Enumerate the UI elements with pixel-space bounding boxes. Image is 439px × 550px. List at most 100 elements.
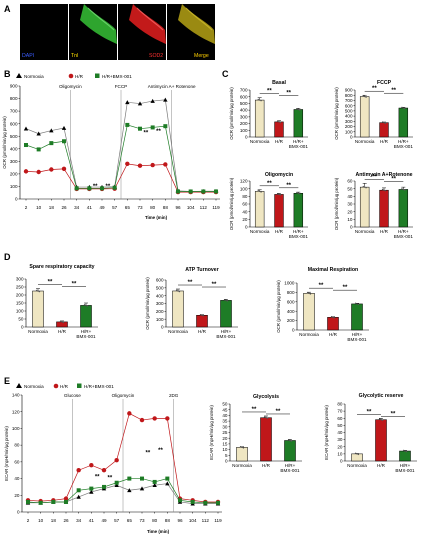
bar-2 <box>327 317 339 331</box>
bar-chart-d-atp: ATP Turnover 0 100 200 300 400 500 600 OCR (pmol… <box>145 267 238 339</box>
series-point <box>127 488 132 493</box>
series-point <box>61 166 67 172</box>
data-point <box>260 191 262 193</box>
y-tick-label: 40 <box>337 430 343 435</box>
y-tick-label: 20 <box>242 217 248 222</box>
legend-e-normoxia-marker <box>16 383 22 388</box>
significance-stars: ** <box>158 448 163 454</box>
y-tick-label: 900 <box>345 88 353 93</box>
y-tick-label: 30 <box>222 424 228 429</box>
y-tick-label: 60 <box>347 179 353 184</box>
x-tick-label: 41 <box>89 518 95 523</box>
panel-label-a: A <box>4 4 11 14</box>
bar-3 <box>351 303 363 331</box>
series-point <box>89 463 94 468</box>
significance-stars: ** <box>286 91 291 97</box>
data-point <box>309 293 312 295</box>
x-tick-label: Normoxia <box>168 329 188 334</box>
x-tick-label: 18 <box>49 205 55 210</box>
bar-2 <box>274 194 284 228</box>
data-point <box>330 316 333 318</box>
series-point <box>152 479 157 484</box>
significance-stars: ** <box>367 409 372 415</box>
x-tick-label: 65 <box>127 518 133 523</box>
series-point <box>114 457 119 463</box>
x-tick-label: H/R <box>380 229 389 234</box>
y-tick-label: 40 <box>347 194 353 199</box>
bar-3 <box>284 440 296 462</box>
data-point <box>83 304 86 306</box>
series-point <box>49 167 54 172</box>
data-point <box>333 317 336 319</box>
x-tick-label: BMX-001 <box>347 337 367 342</box>
data-point <box>260 99 262 102</box>
y-tick-label: 400 <box>156 293 164 298</box>
data-point <box>276 120 279 122</box>
injection-label: FCCP <box>115 84 128 89</box>
chart-title: Oligomycin <box>265 172 293 178</box>
y-tick-label: 600 <box>287 299 295 304</box>
y-tick-label: 250 <box>16 285 24 290</box>
data-point <box>363 186 366 188</box>
data-point <box>177 290 179 292</box>
y-axis-label: OCR (pmol/min/µg protein) <box>229 87 234 140</box>
series-point <box>201 189 206 194</box>
y-axis-label: OCR (pmol/min/µg protein) <box>276 280 281 333</box>
line-chart-e: 0 20 40 60 80 100 120 140 ECAR (mpH/min/µg prote… <box>4 393 222 534</box>
series-point <box>139 417 145 423</box>
bar-3 <box>399 450 411 462</box>
y-tick-label: 60 <box>337 416 343 421</box>
series-point <box>76 494 81 499</box>
bar-1 <box>359 186 370 228</box>
y-axis-label: OCR (pmol/min/µg protein) <box>145 277 150 330</box>
x-tick-label: 80 <box>150 205 156 210</box>
series-point <box>216 500 220 505</box>
data-point <box>381 121 384 123</box>
series-point <box>36 131 41 136</box>
significance-stars: ** <box>95 475 100 481</box>
significance-stars: ** <box>391 411 396 417</box>
injection-label: Antimycin A+ Rotenone <box>148 84 196 89</box>
data-point <box>287 439 290 441</box>
data-point <box>357 303 360 306</box>
series-point <box>51 499 56 504</box>
y-tick-label: 500 <box>10 134 18 139</box>
y-tick-label: 100 <box>240 186 248 191</box>
data-point <box>365 187 367 189</box>
panel-label-b: B <box>4 69 11 79</box>
x-tick-label: 34 <box>76 518 82 523</box>
data-point <box>278 121 280 123</box>
data-point <box>308 292 310 295</box>
y-tick-label: 20 <box>222 436 228 441</box>
bar-chart-c-oligo: Oligomycin 0 20 40 60 80 100 120 OCR (pmol/min/µ… <box>229 172 308 239</box>
bar-3 <box>398 107 409 138</box>
y-tick-label: 10 <box>222 447 228 452</box>
panel-label-c: C <box>222 69 229 79</box>
bar-3 <box>293 109 304 138</box>
data-point <box>405 450 408 453</box>
merge-label: Merge <box>194 53 209 59</box>
y-tick-label: 200 <box>16 293 24 298</box>
data-point <box>257 98 259 101</box>
data-point <box>61 321 63 323</box>
injection-label: Oligomycin <box>59 84 82 89</box>
chart-title: ATP Turnover <box>185 267 218 273</box>
y-tick-label: 70 <box>337 409 343 414</box>
series-point <box>125 100 130 105</box>
bar-2 <box>379 122 389 138</box>
chart-title: Glycolysis <box>253 394 279 400</box>
y-tick-label: 600 <box>10 121 18 126</box>
y-tick-label: 0 <box>245 135 248 140</box>
bar-2 <box>196 315 208 328</box>
data-point <box>62 321 65 324</box>
x-tick-label: 18 <box>51 518 57 523</box>
data-point <box>278 193 280 196</box>
y-tick-label: 0 <box>21 325 24 330</box>
significance-stars: ** <box>267 89 272 95</box>
panel-label-e: E <box>4 376 10 386</box>
legend-e-hrbmx-label: H/R+BMX-001 <box>84 384 114 389</box>
y-tick-label: 30 <box>337 437 343 442</box>
y-axis-label: OCR (pmol/min/µg protein) <box>334 177 339 230</box>
